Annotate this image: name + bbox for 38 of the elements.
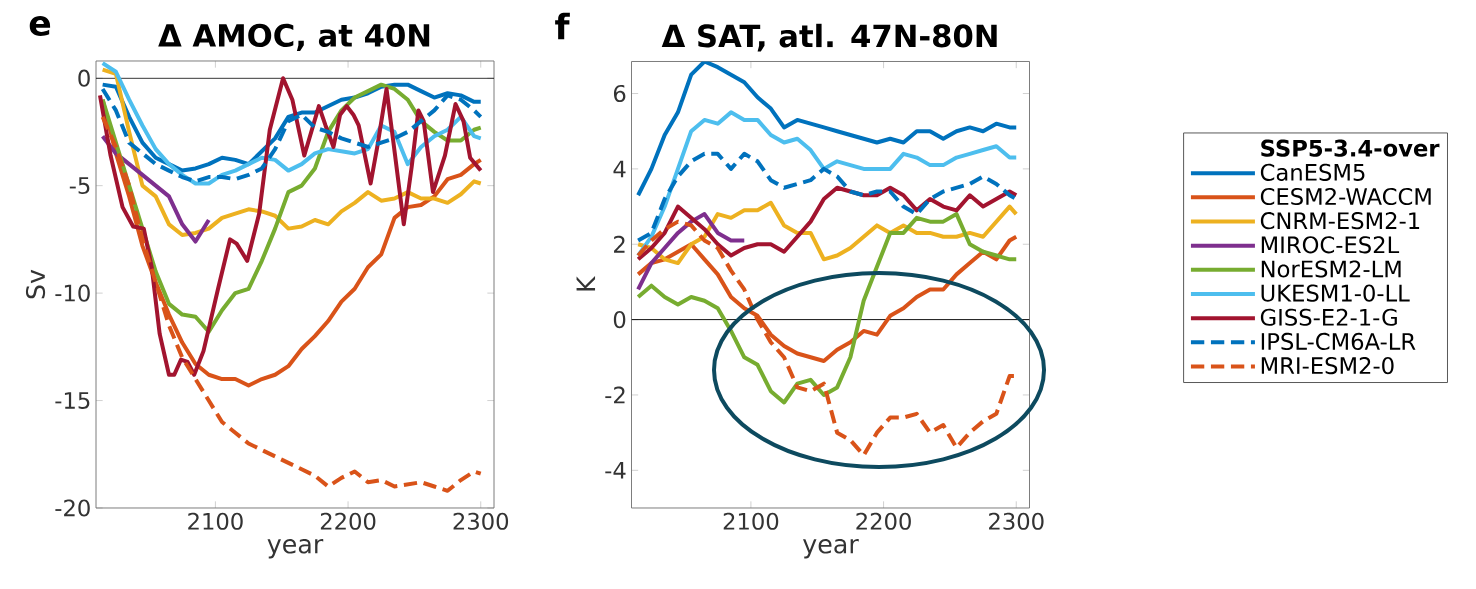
y-axis-title: Sv xyxy=(25,269,46,299)
x-tick-label: 2200 xyxy=(856,512,911,530)
x-axis-title: year xyxy=(803,539,859,559)
x-tick-label: 2100 xyxy=(723,512,779,530)
text: e xyxy=(29,16,51,36)
y-axis-title: K xyxy=(576,275,596,291)
chart-title: Δ AMOC, at 40N xyxy=(158,23,430,51)
text: f xyxy=(555,12,570,40)
y-tick-label: -15 xyxy=(55,392,90,409)
y-tick-label: 0 xyxy=(78,69,90,87)
legend-label: IPSL-CM6A-LR xyxy=(1261,332,1416,351)
y-tick-label: 2 xyxy=(614,235,625,253)
legend-label: CESM2-WACCM xyxy=(1260,187,1431,206)
y-tick-label: -20 xyxy=(55,499,90,517)
line-series xyxy=(636,212,1019,405)
x-tick-label: 2300 xyxy=(989,512,1044,530)
y-tick-label: -2 xyxy=(605,386,625,404)
x-tick-label: 2200 xyxy=(320,512,376,530)
legend-label: NorESM2-LM xyxy=(1261,260,1401,278)
x-tick-label: 2300 xyxy=(453,512,509,530)
legend-label: GISS-E2-1-G xyxy=(1260,308,1397,326)
y-tick-label: 6 xyxy=(613,84,626,103)
y-tick-label: 0 xyxy=(613,311,626,329)
legend-title: SSP5-3.4-over xyxy=(1261,139,1440,157)
y-tick-label: -4 xyxy=(605,462,626,479)
legend-label: MIROC-ES2L xyxy=(1261,236,1400,254)
legend-label: MRI-ESM2-0 xyxy=(1261,357,1394,375)
chart-title: Δ SAT, atl. 47N-80N xyxy=(661,23,997,52)
x-axis-title: year xyxy=(267,539,324,559)
y-tick-label: -10 xyxy=(55,284,90,302)
line-series xyxy=(636,212,747,292)
y-tick-label: 4 xyxy=(613,160,626,178)
legend-label: CNRM-ESM2-1 xyxy=(1260,212,1420,230)
x-tick-label: 2100 xyxy=(188,512,243,530)
legend-label: CanESM5 xyxy=(1260,163,1365,181)
y-tick-label: -5 xyxy=(69,177,90,195)
line-series xyxy=(636,61,1019,198)
legend-label: UKESM1-0-LL xyxy=(1261,284,1410,302)
